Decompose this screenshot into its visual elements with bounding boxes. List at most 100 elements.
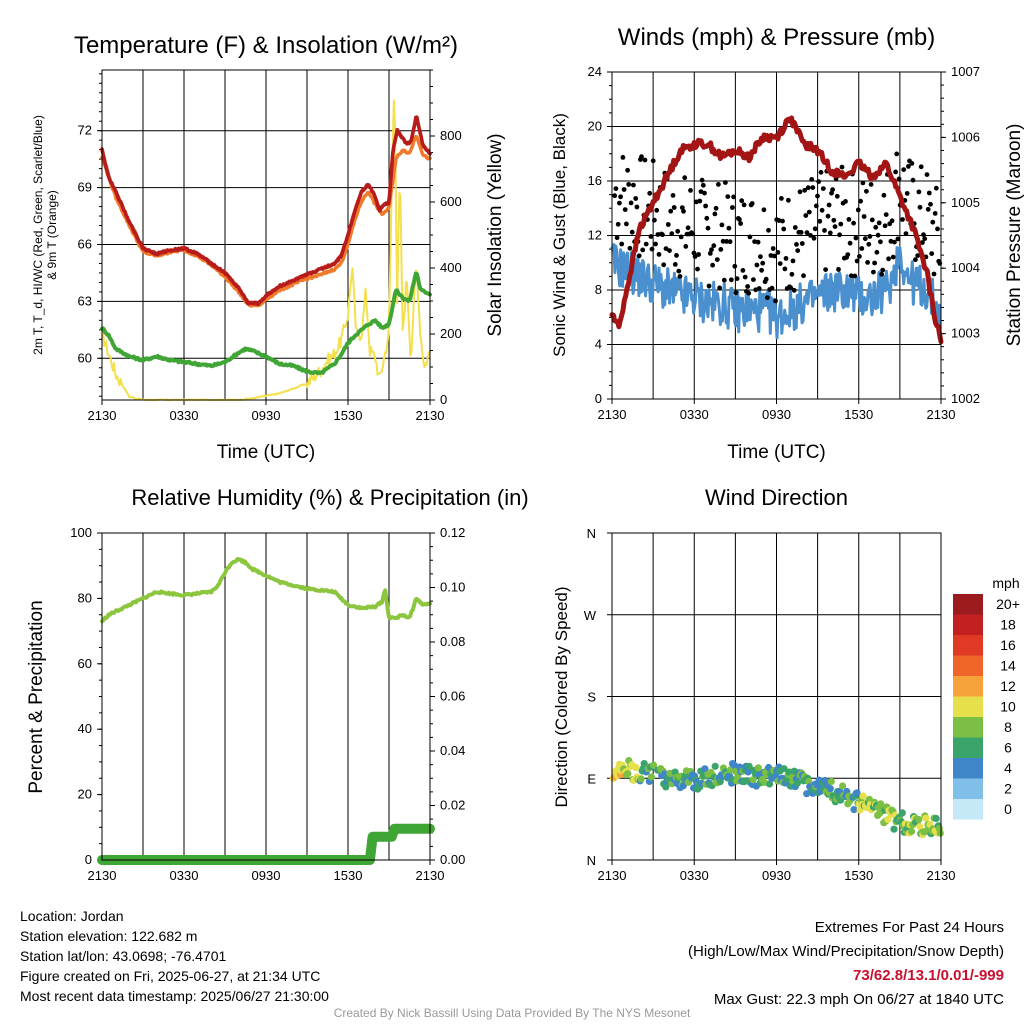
winds-gust-point — [822, 228, 827, 233]
winds-gust-point — [613, 186, 619, 192]
winds-gust-point — [723, 180, 728, 185]
wdir-point — [766, 780, 774, 788]
winds-gust-point — [761, 207, 767, 213]
winds-ytick-label: 12 — [588, 228, 602, 243]
winds-gust-point — [620, 155, 626, 160]
winds-gust-point — [650, 158, 656, 164]
winds-gust-point — [836, 267, 841, 272]
wdir-legend-swatch — [953, 778, 983, 799]
rh-title: Relative Humidity (%) & Precipitation (i… — [131, 485, 528, 510]
winds-gust-point — [808, 233, 813, 238]
winds-gust-point — [875, 232, 881, 238]
winds-gust-point — [740, 268, 746, 273]
winds-gust-point — [783, 256, 789, 261]
winds-gust-point — [895, 236, 901, 242]
winds-gust-point — [654, 207, 660, 213]
rh-xtick-label: 0930 — [252, 868, 281, 883]
wdir-xtick-label: 1530 — [844, 868, 873, 883]
winds-gust-point — [663, 246, 669, 252]
winds-gust-point — [871, 269, 876, 275]
wdir-point — [859, 792, 867, 800]
winds-gust-point — [681, 208, 686, 214]
winds-gust-point — [732, 263, 738, 269]
wdir-point — [827, 777, 835, 786]
winds-gust-point — [714, 257, 720, 262]
winds-y2tick-label: 1004 — [951, 260, 980, 275]
winds-gust-point — [804, 230, 810, 236]
temp-ytick-label: 66 — [78, 236, 92, 251]
temp-y2tick-label: 800 — [440, 128, 462, 143]
winds-gust-point — [625, 167, 630, 173]
winds-gust-point — [747, 234, 753, 240]
winds-gust-point — [866, 241, 872, 247]
winds-gust-point — [717, 285, 722, 291]
winds-gust-point — [745, 284, 750, 289]
winds-gust-point — [615, 221, 621, 227]
winds-gust-point — [818, 169, 824, 175]
winds-gust-point — [881, 192, 887, 198]
max-gust-text: Max Gust: 22.3 mph On 06/27 at 1840 UTC — [713, 991, 1004, 1008]
winds-gust-point — [903, 231, 909, 237]
winds-gust-point — [920, 240, 925, 245]
wdir-xtick-label: 0330 — [680, 868, 709, 883]
winds-gust-point — [802, 187, 808, 193]
temp-y2tick-label: 200 — [440, 326, 462, 341]
winds-ytick-label: 4 — [595, 337, 602, 352]
extremes-subtitle: (High/Low/Max Wind/Precipitation/Snow De… — [688, 943, 1004, 960]
winds-gust-point — [697, 198, 703, 204]
winds-gust-point — [704, 215, 710, 221]
winds-gust-point — [791, 287, 797, 293]
winds-xtick-label: 0330 — [680, 407, 709, 422]
wdir-point — [711, 762, 719, 770]
extremes-value: 73/62.8/13.1/0.01/-999 — [853, 967, 1004, 984]
winds-gust-point — [823, 267, 828, 272]
winds-gust-point — [786, 197, 791, 203]
winds-gust-point — [933, 185, 939, 191]
winds-y2tick-label: 1002 — [951, 391, 980, 406]
winds-gust-point — [656, 252, 662, 257]
temp-y2label: Solar Insolation (Yellow) — [485, 133, 506, 336]
winds-gust-point — [726, 225, 732, 231]
winds-gust-point — [770, 246, 776, 251]
winds-gust-point — [749, 201, 755, 206]
winds-gust-point — [852, 273, 858, 279]
rh-y2tick-label: 0.10 — [440, 580, 465, 595]
winds-gust-point — [816, 179, 822, 185]
winds-gust-point — [655, 232, 661, 237]
winds-y2tick-label: 1007 — [951, 64, 980, 79]
winds-gust-point — [765, 295, 770, 300]
wdir-point — [647, 773, 656, 781]
temp-ylabel-line1: 2m T, T_d, HI/WC (Red, Green, Scarlet/Bl… — [31, 115, 45, 355]
winds-gust-point — [739, 198, 745, 204]
winds-gust-point — [913, 257, 918, 263]
wdir-point — [754, 764, 762, 772]
wdir-legend-label: 6 — [1004, 740, 1012, 756]
wdir-point — [632, 764, 640, 772]
winds-gust-point — [781, 226, 787, 232]
wdir-point — [898, 809, 906, 817]
winds-gust-point — [707, 251, 713, 256]
winds-gust-point — [906, 164, 911, 169]
winds-ytick-label: 16 — [588, 173, 602, 188]
winds-gust-point — [699, 177, 705, 183]
wdir-legend-swatch — [953, 696, 983, 717]
winds-gust-point — [640, 247, 646, 253]
winds-gust-point — [838, 221, 844, 227]
winds-gust-point — [670, 193, 676, 198]
rh-ytick-label: 40 — [78, 721, 92, 736]
winds-gust-point — [854, 258, 860, 264]
rh-xtick-label: 0330 — [170, 868, 199, 883]
wdir-point — [826, 785, 834, 793]
winds-gust-point — [727, 239, 733, 245]
winds-gust-point — [932, 211, 938, 216]
wdir-title: Wind Direction — [705, 485, 848, 510]
elevation-text: Station elevation: 122.682 m — [20, 928, 198, 944]
wdir-legend-swatch — [953, 799, 983, 820]
winds-gust-point — [642, 157, 648, 163]
winds-gust-point — [827, 230, 833, 236]
winds-xlabel: Time (UTC) — [727, 442, 826, 463]
winds-gust-point — [769, 285, 775, 291]
winds-gust-point — [878, 239, 883, 245]
rh-ytick-label: 20 — [78, 787, 92, 802]
winds-gust-point — [798, 230, 804, 235]
